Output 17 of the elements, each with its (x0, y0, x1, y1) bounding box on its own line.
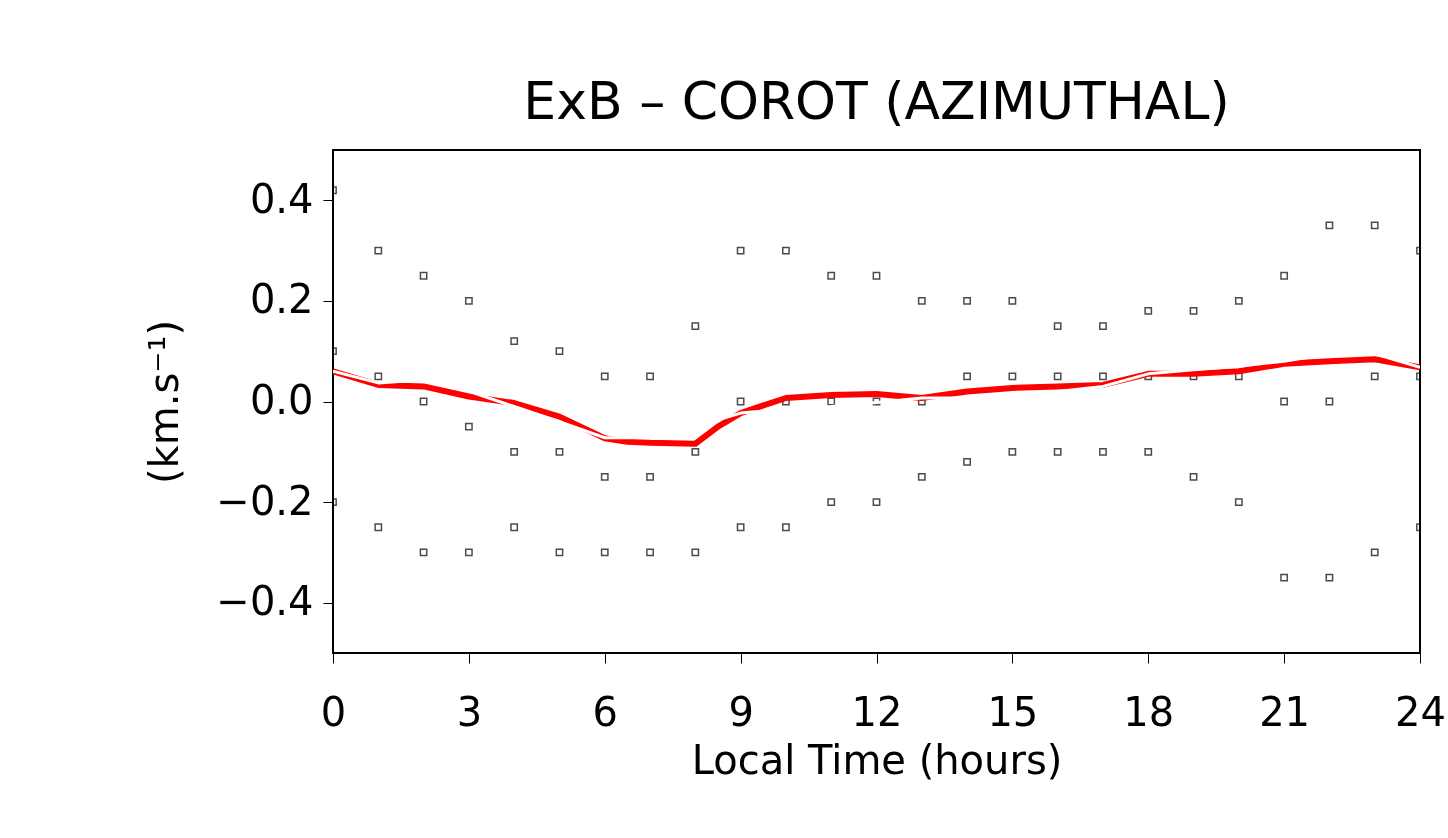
chart-title: ExB – COROT (AZIMUTHAL) (523, 71, 1230, 131)
x-tick-label: 24 (1395, 688, 1446, 735)
y-axis-title: (km.s⁻¹) (141, 319, 188, 485)
x-tick-label: 3 (456, 688, 483, 735)
x-tick-label: 21 (1259, 688, 1311, 735)
y-tick-label: −0.4 (216, 578, 314, 625)
y-tick-label: −0.2 (216, 477, 314, 524)
x-tick-label: 0 (320, 688, 347, 735)
y-tick-label: 0.0 (249, 377, 314, 423)
y-tick-label: 0.4 (249, 175, 314, 222)
x-tick-label: 18 (1123, 688, 1175, 735)
x-tick-label: 6 (592, 688, 618, 735)
x-tick-label: 12 (851, 688, 903, 735)
x-tick-label: 15 (987, 688, 1039, 735)
y-tick-label: 0.2 (249, 276, 314, 323)
x-axis-title: Local Time (hours) (691, 736, 1063, 783)
x-tick-label: 9 (728, 688, 754, 735)
